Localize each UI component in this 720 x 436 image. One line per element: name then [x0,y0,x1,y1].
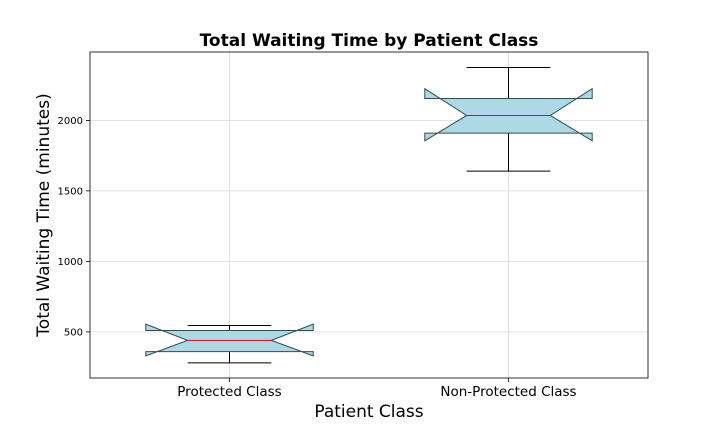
x-axis-label: Patient Class [314,402,423,422]
boxes [145,67,593,364]
chart-title: Total Waiting Time by Patient Class [200,31,539,51]
box-group [145,323,314,364]
y-tick-label: 1000 [58,257,83,268]
y-ticks: 500 1000 1500 2000 [58,116,90,338]
x-tick-label: Non-Protected Class [440,384,576,400]
box-group [424,67,593,172]
x-tick-label: Protected Class [177,384,281,400]
notched-box [424,87,593,142]
y-axis-label: Total Waiting Time (minutes) [34,93,54,337]
y-tick-label: 1500 [58,186,83,197]
plot-frame [89,51,649,379]
y-tick-label: 2000 [58,116,83,127]
y-tick-label: 500 [64,327,83,338]
x-ticks: Protected Class Non-Protected Class [177,378,577,400]
